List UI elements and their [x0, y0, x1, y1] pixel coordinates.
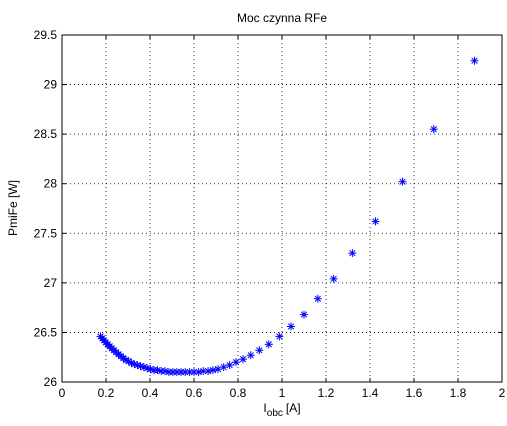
data-point: [239, 355, 248, 364]
x-axis-label-subscript: obc: [267, 408, 283, 419]
data-point: [313, 294, 322, 303]
x-axis-label: Iobc [A]: [263, 401, 300, 419]
y-tick-label: 26.5: [34, 325, 58, 339]
x-tick-label: 1.6: [406, 386, 423, 400]
data-point: [398, 177, 407, 186]
data-point: [208, 366, 217, 375]
x-tick-label: 2: [499, 386, 506, 400]
x-axis-label-base: I: [263, 401, 266, 415]
y-tick-label: 28.5: [34, 127, 58, 141]
plot-area: [62, 35, 502, 382]
data-point: [194, 368, 203, 377]
axis-ticks: 0 0.2 0.4 0.6 0.8 1 1.2 1.4 1.6 1.8 2 26 26.5 27 27.5 2…: [34, 28, 506, 400]
data-point: [300, 310, 308, 319]
data-point: [287, 322, 296, 331]
data-point: [329, 274, 338, 283]
data-point: [348, 249, 357, 258]
x-tick-label: 0.2: [98, 386, 115, 400]
data-point: [371, 217, 380, 226]
x-tick-label: 0.6: [186, 386, 203, 400]
data-point: [204, 367, 213, 376]
y-tick-label: 27.5: [34, 226, 58, 240]
x-tick-label: 1.4: [362, 386, 379, 400]
data-point: [225, 361, 234, 370]
x-tick-label: 1.8: [450, 386, 467, 400]
data-point: [255, 346, 264, 355]
y-tick-label: 26: [44, 375, 58, 389]
chart-title: Moc czynna RFe: [237, 11, 327, 25]
data-point: [246, 351, 255, 360]
x-tick-label: 0: [59, 386, 66, 400]
data-point: [429, 125, 438, 134]
y-tick-label: 28: [44, 177, 58, 191]
y-tick-label: 29.5: [34, 28, 58, 42]
x-tick-label: 1.2: [318, 386, 335, 400]
grid-lines: [62, 35, 502, 382]
x-tick-label: 1: [279, 386, 286, 400]
data-point: [213, 365, 222, 374]
x-axis-label-unit: [A]: [286, 401, 301, 415]
data-point: [275, 332, 284, 341]
data-point: [264, 340, 273, 349]
x-tick-label: 0.8: [230, 386, 247, 400]
x-tick-label: 0.4: [142, 386, 159, 400]
y-tick-label: 27: [44, 276, 58, 290]
data-points: [96, 56, 479, 377]
data-point: [219, 363, 228, 372]
y-axis-label: PmiFe [W]: [6, 180, 20, 236]
data-point: [232, 358, 241, 367]
data-point: [470, 56, 479, 65]
y-tick-label: 29: [44, 78, 58, 92]
